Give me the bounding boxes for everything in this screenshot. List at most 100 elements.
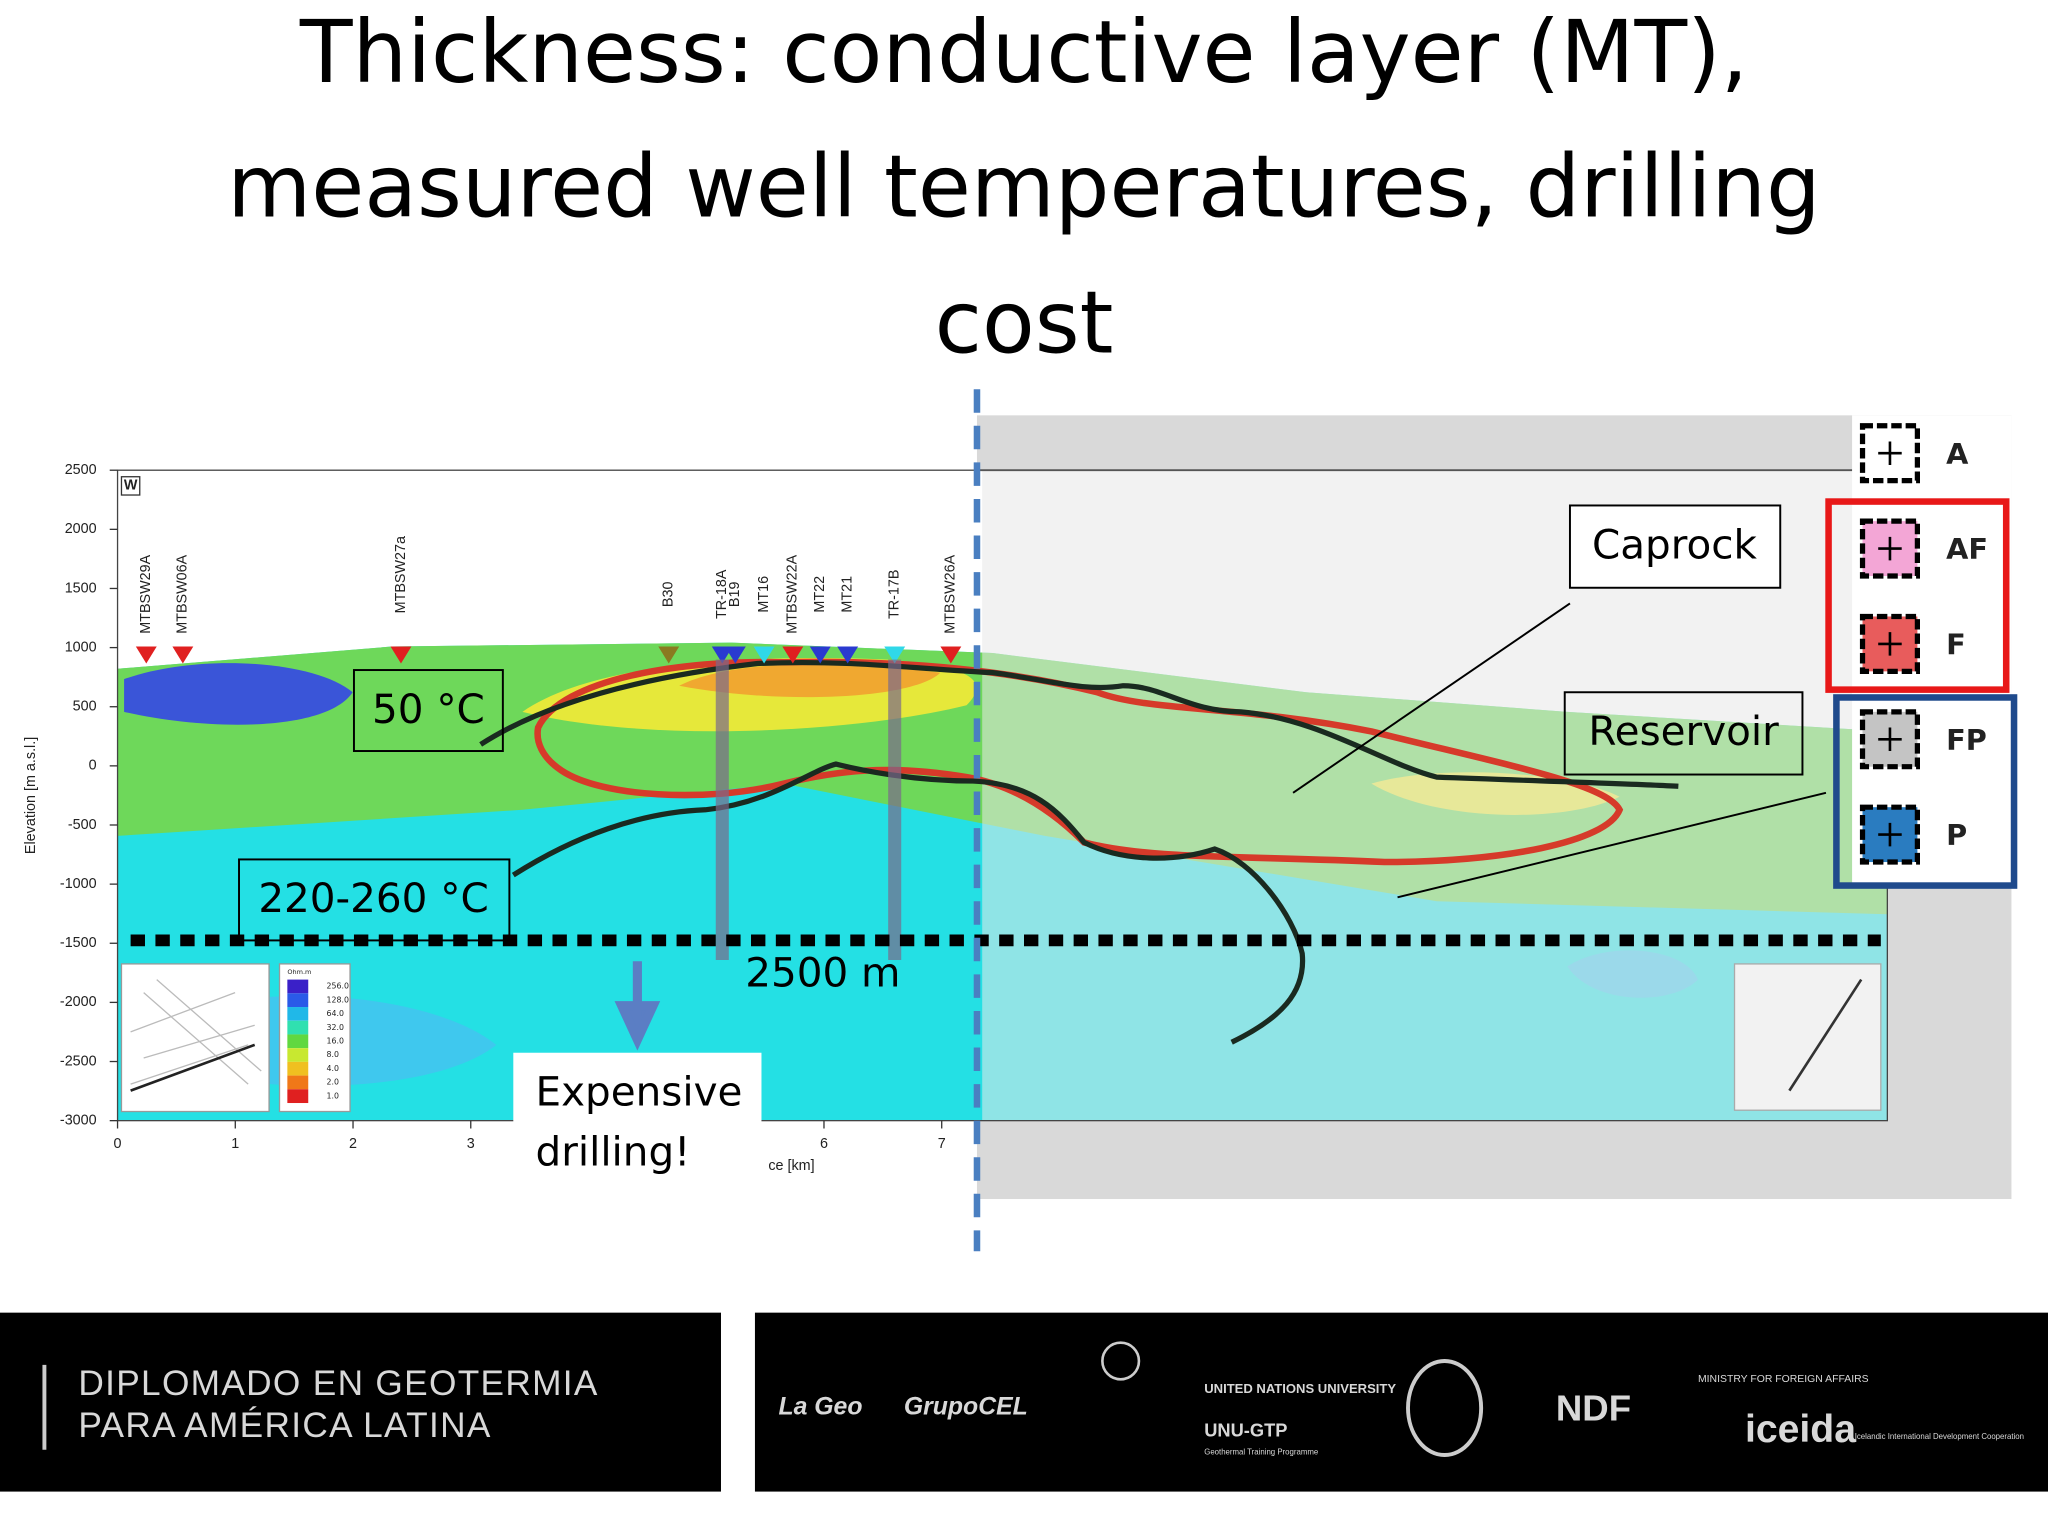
down-arrow (614, 961, 661, 1051)
footer: DIPLOMADO EN GEOTERMIA PARA AMÉRICA LATI… (0, 1312, 2048, 1492)
colorbar-tick: 128.0 (327, 995, 349, 1004)
well-label: TR-17B (886, 570, 902, 619)
legend-cross (1878, 632, 1902, 656)
well-marker (940, 646, 962, 664)
y-tick-label: 1000 (65, 639, 97, 655)
colorbar-tick: 4.0 (327, 1064, 339, 1073)
well-marker (884, 646, 906, 664)
colorbar-tick: 1.0 (327, 1091, 339, 1100)
cost-annotation: drilling! (536, 1128, 691, 1176)
layer-orange (679, 664, 941, 698)
colorbar-tick: 2.0 (327, 1078, 339, 1087)
well-marker (782, 646, 804, 664)
well-marker (658, 646, 680, 664)
well-marker (753, 646, 775, 664)
logo: Icelandic International Development Coop… (1855, 1432, 2024, 1441)
program-name: DIPLOMADO EN GEOTERMIA (78, 1364, 598, 1403)
colorbar-title: Ohm.m (287, 968, 311, 976)
legend: A AF F FP P (1825, 415, 2018, 889)
title-line: cost (935, 274, 1114, 374)
pointer (1397, 791, 1827, 899)
temp-annotation: 50 °C (372, 685, 485, 733)
colorbar-swatch (287, 1007, 309, 1021)
logo: iceida (1745, 1408, 1857, 1451)
logo: NDF (1556, 1387, 1631, 1428)
well-label: MTBSW26A (943, 554, 959, 633)
well-marker (172, 646, 194, 664)
footer-left (0, 1312, 721, 1492)
panel-label-box (120, 476, 141, 496)
cost-annotation: Expensive (536, 1068, 743, 1116)
legend-cross (1878, 822, 1902, 847)
well-marker (837, 646, 859, 664)
map-profile (130, 1043, 256, 1092)
well-marker (390, 646, 412, 664)
title-line: Thickness: conductive layer (MT), (299, 3, 1748, 103)
highlight-box (1825, 498, 2010, 693)
highlight-box (1833, 694, 2018, 889)
y-tick-label: -1500 (60, 935, 97, 951)
well-marker (809, 646, 831, 664)
panel-label: W (124, 478, 138, 494)
well-marker (724, 646, 746, 664)
logo: GrupoCEL (904, 1394, 1028, 1421)
annotation-bg (513, 1052, 762, 1192)
depth-label: 2500 m (745, 949, 900, 997)
logo: UNU-GTP (1204, 1419, 1287, 1440)
x-tick-label: 7 (938, 1136, 946, 1152)
layer-blue (124, 663, 353, 725)
legend-label: AF (1946, 532, 1988, 566)
y-tick-label: -500 (68, 817, 97, 833)
well-bore (715, 659, 729, 960)
y-tick-label: 1500 (65, 580, 97, 596)
well-label: MTBSW29A (138, 554, 154, 633)
y-tick-label: 500 (73, 699, 97, 715)
colorbar-swatch (287, 1034, 309, 1049)
well-label: MT22 (812, 576, 828, 613)
logo: La Geo (778, 1394, 862, 1421)
well-label: MT16 (756, 576, 772, 613)
x-tick-label: 3 (467, 1136, 475, 1152)
y-tick-label: 0 (89, 758, 97, 774)
legend-cross (1878, 536, 1902, 561)
legend-label: FP (1946, 723, 1987, 757)
caprock-label: Caprock (1592, 520, 1758, 568)
title-line: measured well temperatures, drilling (227, 138, 1821, 238)
legend-label: F (1946, 628, 1966, 662)
legend-cross (1878, 727, 1902, 752)
legend-cross (1878, 441, 1902, 465)
colorbar-tick: 8.0 (327, 1050, 339, 1059)
x-tick-label: 2 (349, 1136, 357, 1152)
x-tick-label: 1 (231, 1136, 239, 1152)
un-emblem (1101, 1341, 1141, 1381)
x-tick-label: 0 (114, 1136, 122, 1152)
footer-right (754, 1312, 2048, 1492)
well-label: MT21 (839, 576, 855, 613)
colorbar-swatch (287, 979, 309, 994)
well-label: B30 (661, 582, 677, 608)
logo: Geothermal Training Programme (1204, 1447, 1318, 1456)
y-tick-label: -3000 (60, 1112, 97, 1128)
x-tick-label: 6 (820, 1136, 828, 1152)
map-profile (1788, 978, 1863, 1092)
colorbar-tick: 64.0 (327, 1009, 344, 1018)
logo: MINISTRY FOR FOREIGN AFFAIRS (1698, 1374, 1869, 1385)
y-tick-label: 2500 (65, 462, 97, 478)
map-inset (1733, 963, 1882, 1111)
annotation-box (1568, 504, 1782, 589)
annotation-box (238, 858, 511, 942)
colorbar-swatch (287, 993, 309, 1008)
pointer (1292, 602, 1571, 794)
map-grid (130, 979, 262, 1085)
y-tick-label: -2500 (60, 1053, 97, 1069)
y-tick-label: -1000 (60, 876, 97, 892)
colorbar-swatch (287, 1020, 309, 1035)
colorbar-tick: 16.0 (327, 1036, 344, 1045)
program-name: PARA AMÉRICA LATINA (78, 1406, 491, 1445)
legend-swatch (1859, 613, 1920, 674)
well-marker (135, 646, 157, 664)
annotation-box (352, 669, 504, 752)
well-label: MTBSW22A (785, 554, 801, 633)
y-axis-label: Elevation [m a.s.l.] (23, 737, 39, 854)
